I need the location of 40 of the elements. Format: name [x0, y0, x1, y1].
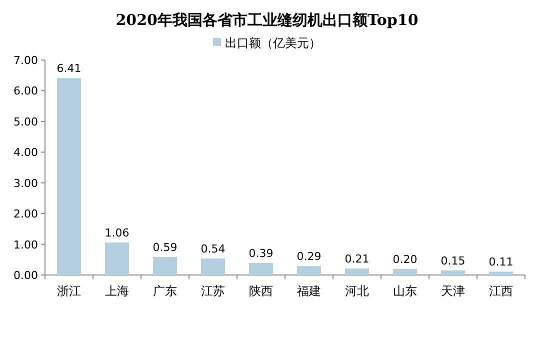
bar [57, 78, 81, 275]
x-tick-label: 浙江 [57, 284, 81, 298]
x-tick-label: 江苏 [201, 284, 225, 298]
bar [201, 258, 225, 275]
x-tick-label: 广东 [153, 284, 177, 298]
y-tick-label: 3.00 [14, 176, 38, 190]
y-tick-label: 6.00 [14, 84, 38, 98]
bar [297, 266, 321, 275]
y-tick-label: 4.00 [14, 146, 38, 160]
data-label: 6.41 [56, 62, 82, 76]
x-tick-label: 河北 [345, 284, 369, 298]
bar [153, 256, 177, 275]
bar [345, 268, 369, 275]
data-label: 1.06 [104, 226, 130, 240]
x-tick-label: 江西 [489, 284, 513, 298]
data-label: 0.21 [344, 252, 370, 266]
x-tick-label: 陕西 [249, 284, 273, 298]
data-label: 0.11 [488, 256, 514, 269]
x-tick-label: 天津 [441, 284, 465, 298]
bar [105, 242, 129, 275]
bar [393, 268, 417, 275]
x-tick-label: 福建 [297, 284, 321, 298]
data-label: 0.20 [392, 252, 418, 266]
y-tick-label: 7.00 [14, 54, 38, 67]
data-label: 0.59 [152, 240, 178, 254]
bar [249, 263, 273, 275]
data-label: 0.15 [440, 254, 466, 268]
data-label: 0.54 [200, 242, 226, 256]
x-tick-label: 山东 [393, 284, 417, 298]
y-tick-label: 2.00 [14, 208, 38, 221]
y-tick-label: 1.00 [14, 238, 38, 252]
data-label: 0.39 [248, 247, 274, 260]
bar [489, 272, 513, 275]
y-tick-label: 5.00 [14, 115, 38, 128]
bar [441, 270, 465, 275]
x-tick-label: 上海 [105, 284, 129, 298]
y-tick-label: 0.00 [14, 269, 38, 282]
chart-title: 2020年我国各省市工业缝纫机出口额Top10 [116, 11, 418, 29]
data-label: 0.29 [296, 250, 322, 264]
legend-label: 出口额（亿美元） [225, 36, 321, 50]
